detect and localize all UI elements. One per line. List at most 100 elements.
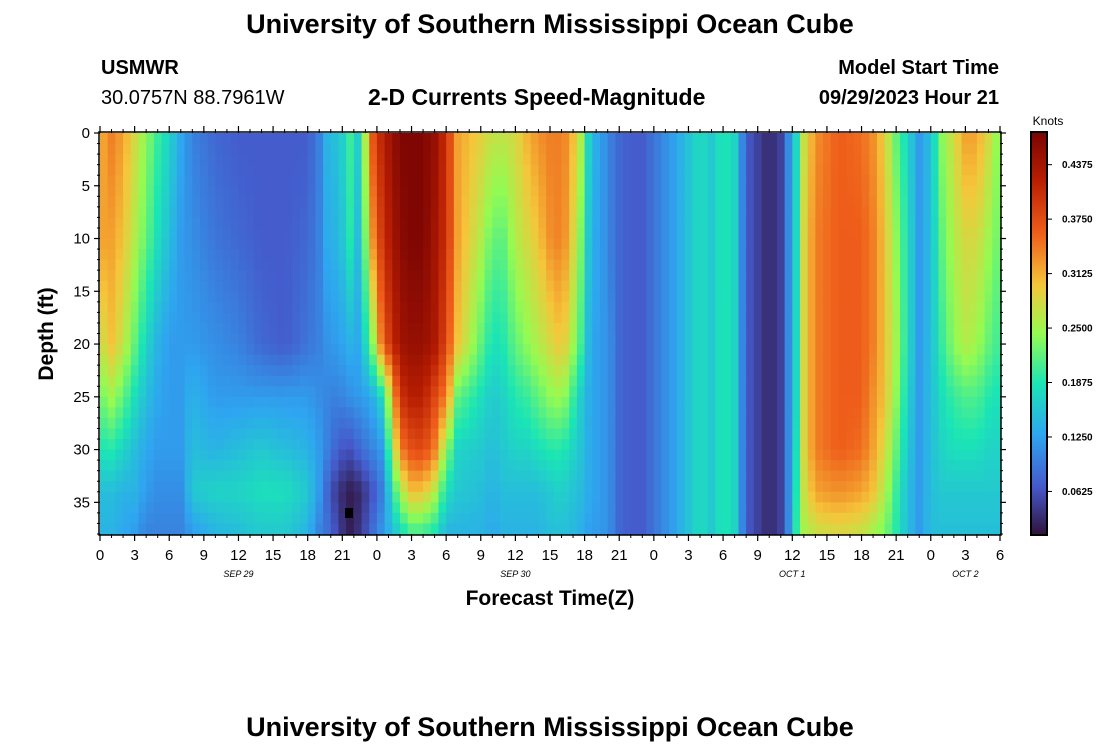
heatmap-cell xyxy=(761,417,770,430)
heatmap-cell xyxy=(153,354,163,366)
heatmap-cell xyxy=(146,301,155,313)
heatmap-cell xyxy=(876,280,886,292)
heatmap-cell xyxy=(538,280,547,292)
heatmap-cell xyxy=(161,196,170,208)
heatmap-cell xyxy=(923,512,932,525)
heatmap-cell xyxy=(938,386,947,398)
heatmap-cell xyxy=(584,460,593,472)
heatmap-cell xyxy=(615,206,624,219)
heatmap-cell xyxy=(753,428,763,440)
heatmap-cell xyxy=(692,164,701,176)
heatmap-cell xyxy=(976,375,986,387)
heatmap-cell xyxy=(469,428,478,440)
heatmap-cell xyxy=(146,512,155,525)
heatmap-cell xyxy=(900,439,909,451)
heatmap-cell xyxy=(338,133,347,145)
heatmap-cell xyxy=(292,301,301,313)
heatmap-cell xyxy=(438,322,447,335)
heatmap-cell xyxy=(392,365,401,377)
heatmap-cell xyxy=(592,470,601,482)
heatmap-cell xyxy=(184,206,193,219)
heatmap-cell xyxy=(584,249,593,261)
heatmap-cell xyxy=(800,259,809,271)
heatmap-cell xyxy=(746,175,755,187)
heatmap-cell xyxy=(723,491,732,503)
heatmap-cell xyxy=(307,470,316,482)
heatmap-cell xyxy=(823,396,832,408)
heatmap-cell xyxy=(815,259,824,271)
heatmap-cell xyxy=(453,143,463,155)
heatmap-cell xyxy=(500,154,509,166)
heatmap-cell xyxy=(276,238,286,250)
heatmap-cell xyxy=(338,301,347,313)
heatmap-cell xyxy=(353,428,363,440)
heatmap-cell xyxy=(600,470,609,482)
heatmap-cell xyxy=(853,428,863,440)
heatmap-cell xyxy=(569,143,578,155)
heatmap-cell xyxy=(107,249,116,261)
colorbar-tick-label: 0.4375 xyxy=(1062,160,1093,171)
heatmap-cell xyxy=(369,154,378,166)
heatmap-cell xyxy=(515,217,524,229)
heatmap-cell xyxy=(184,481,193,493)
heatmap-cell xyxy=(861,491,870,503)
heatmap-cell xyxy=(769,439,778,451)
heatmap-cell xyxy=(507,249,516,261)
heatmap-cell xyxy=(569,375,578,387)
heatmap-cell xyxy=(607,196,616,208)
heatmap-cell xyxy=(684,238,693,250)
heatmap-cell xyxy=(215,312,224,324)
heatmap-cell xyxy=(115,322,124,335)
heatmap-cell xyxy=(323,164,332,176)
heatmap-cell xyxy=(946,333,955,345)
heatmap-cell xyxy=(307,344,316,356)
heatmap-cell xyxy=(930,143,940,155)
heatmap-cell xyxy=(346,354,355,366)
heatmap-cell xyxy=(346,344,355,356)
heatmap-cell xyxy=(992,270,1001,282)
heatmap-cell xyxy=(646,301,655,313)
heatmap-cell xyxy=(107,185,116,197)
heatmap-cell xyxy=(100,196,109,208)
heatmap-cell xyxy=(907,439,916,451)
heatmap-cell xyxy=(238,154,247,166)
heatmap-cell xyxy=(946,439,955,451)
heatmap-cell xyxy=(815,175,824,187)
heatmap-cell xyxy=(461,249,470,261)
heatmap-cell xyxy=(607,301,616,313)
heatmap-cell xyxy=(876,417,886,430)
heatmap-cell xyxy=(861,375,870,387)
heatmap-cell xyxy=(884,164,893,176)
heatmap-cell xyxy=(569,354,578,366)
heatmap-cell xyxy=(661,365,670,377)
heatmap-cell xyxy=(500,280,509,292)
heatmap-cell xyxy=(500,333,509,345)
heatmap-cell xyxy=(638,322,647,335)
heatmap-cell xyxy=(430,196,440,208)
heatmap-cell xyxy=(192,259,201,271)
heatmap-cell xyxy=(738,217,747,229)
heatmap-cell xyxy=(884,270,893,282)
heatmap-cell xyxy=(900,502,909,514)
heatmap-cell xyxy=(638,312,647,324)
heatmap-cell xyxy=(746,238,755,250)
heatmap-cell xyxy=(784,417,793,430)
heatmap-cell xyxy=(969,291,978,303)
heatmap-cell xyxy=(976,133,986,145)
heatmap-cell xyxy=(438,133,447,145)
heatmap-cell xyxy=(353,386,363,398)
heatmap-cell xyxy=(876,470,886,482)
heatmap-cell xyxy=(876,291,886,303)
heatmap-cell xyxy=(484,206,493,219)
heatmap-cell xyxy=(600,502,609,514)
heatmap-cell xyxy=(200,312,209,324)
heatmap-cell xyxy=(623,344,632,356)
heatmap-cell xyxy=(315,322,324,335)
heatmap-cell xyxy=(769,238,778,250)
heatmap-cell xyxy=(300,365,309,377)
heatmap-cell xyxy=(438,344,447,356)
heatmap-cell xyxy=(346,439,355,451)
heatmap-cell xyxy=(838,491,847,503)
heatmap-cell xyxy=(200,512,209,525)
heatmap-cell xyxy=(261,164,270,176)
